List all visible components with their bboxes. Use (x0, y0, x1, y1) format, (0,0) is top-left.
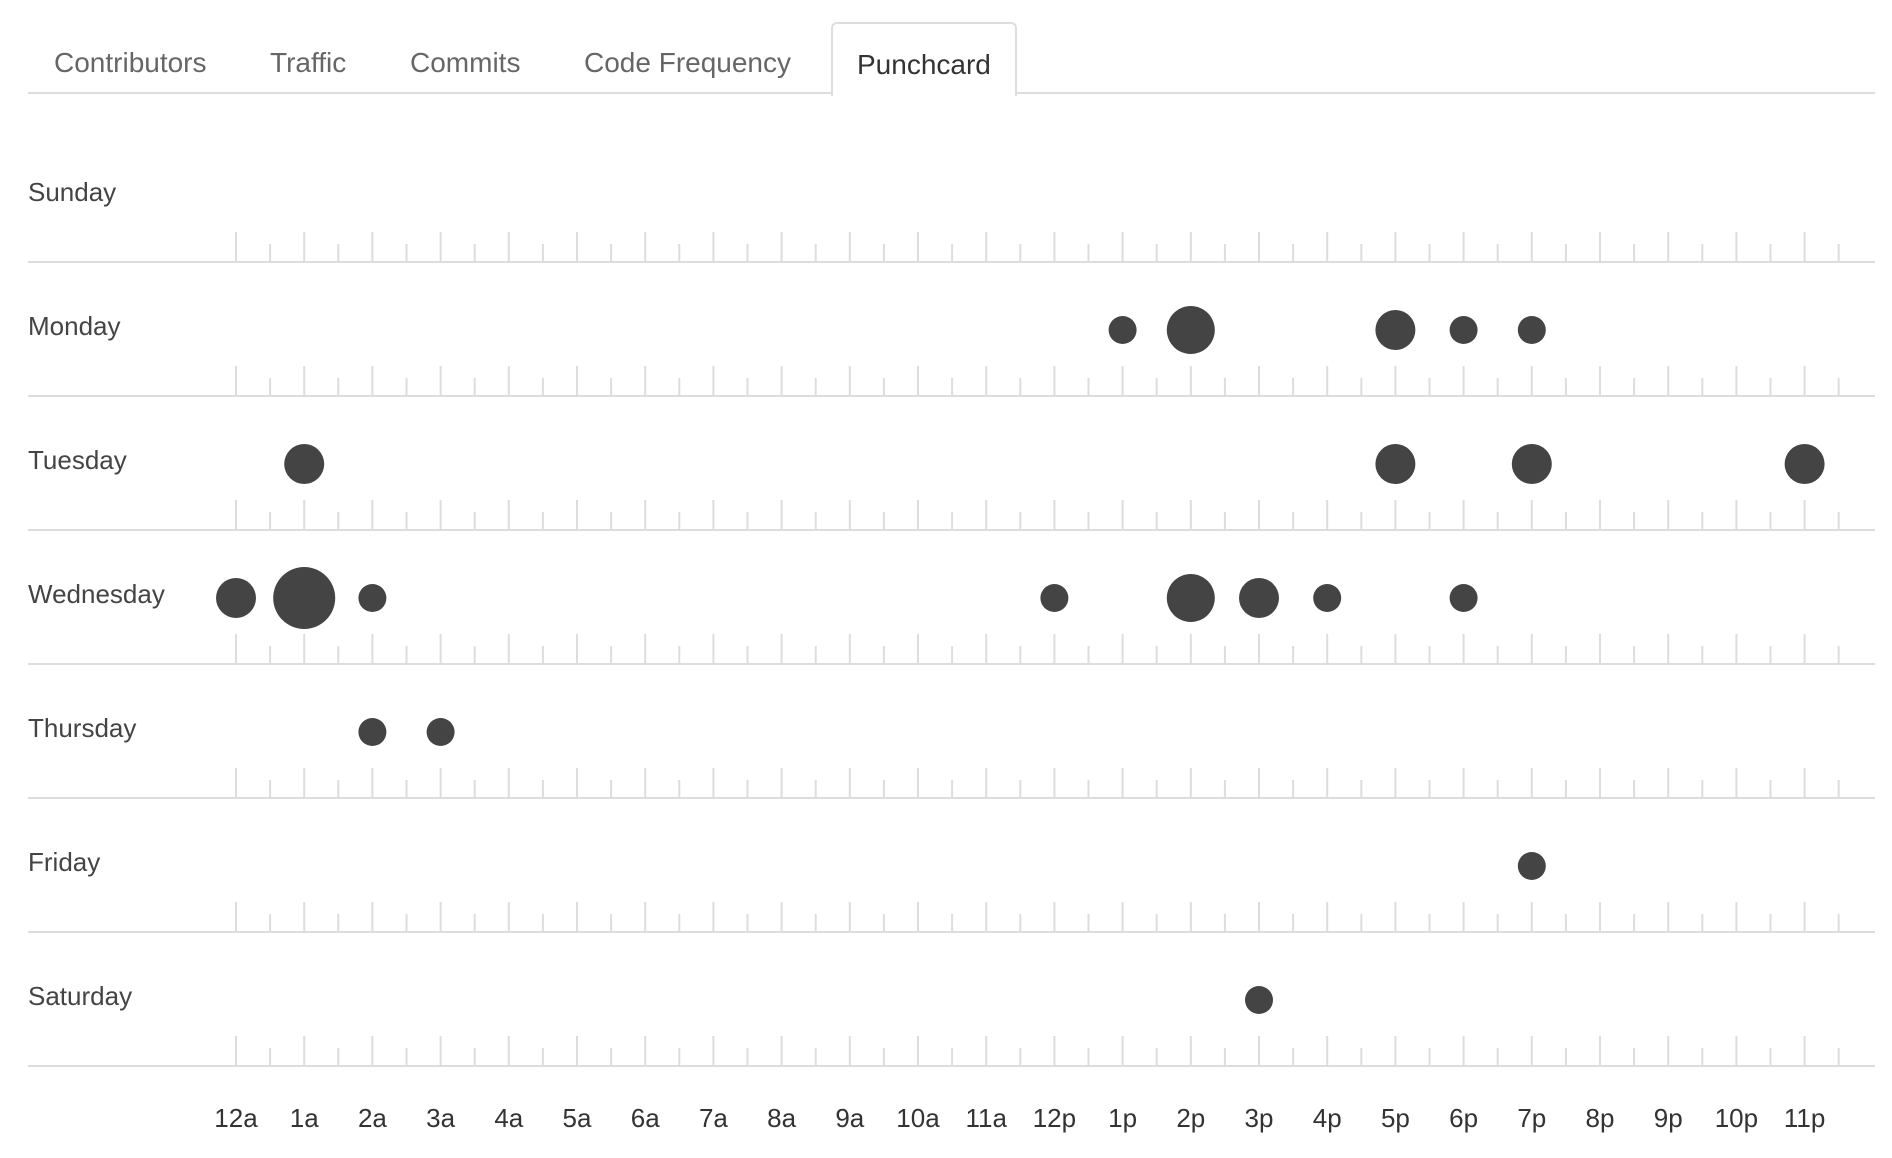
tab-bar: Contributors Traffic Commits Code Freque… (28, 22, 1875, 96)
hour-label-10p: 10p (1715, 1103, 1758, 1133)
day-label-wednesday: Wednesday (28, 579, 165, 609)
hour-label-6a: 6a (631, 1103, 660, 1133)
punch-dot-monday-2p (1166, 306, 1215, 354)
punch-dot-tuesday-1a (284, 444, 325, 484)
punch-dot-wednesday-2a (358, 584, 387, 612)
punch-dot-saturday-3p (1245, 986, 1273, 1014)
hour-label-8p: 8p (1586, 1103, 1615, 1133)
punch-dot-wednesday-12a (216, 578, 256, 618)
hour-label-4a: 4a (494, 1103, 523, 1133)
hour-label-5p: 5p (1381, 1103, 1410, 1133)
day-label-monday: Monday (28, 311, 121, 341)
hour-label-5a: 5a (563, 1103, 592, 1133)
punch-dot-monday-7p (1517, 316, 1546, 344)
hour-label-9a: 9a (835, 1103, 864, 1133)
punch-dot-wednesday-6p (1449, 584, 1478, 612)
punch-dot-tuesday-5p (1375, 444, 1416, 484)
hour-label-12p: 12p (1033, 1103, 1076, 1133)
day-label-sunday: Sunday (28, 177, 116, 207)
punch-dot-wednesday-3p (1239, 578, 1279, 618)
punch-dot-wednesday-12p (1040, 584, 1069, 612)
hour-label-2a: 2a (358, 1103, 387, 1133)
hour-label-4p: 4p (1313, 1103, 1342, 1133)
tab-commits[interactable]: Commits (410, 47, 521, 78)
hour-label-11a: 11a (965, 1103, 1007, 1133)
tab-code-frequency[interactable]: Code Frequency (584, 47, 792, 78)
hour-label-6p: 6p (1449, 1103, 1478, 1133)
tab-punchcard[interactable]: Punchcard (831, 22, 1017, 96)
punch-dot-wednesday-2p (1166, 574, 1215, 622)
tab-traffic[interactable]: Traffic (270, 47, 347, 78)
hour-label-7a: 7a (699, 1103, 728, 1133)
hour-label-1a: 1a (290, 1103, 319, 1133)
punch-dot-wednesday-1a (273, 567, 336, 629)
punch-dot-friday-7p (1517, 852, 1546, 880)
punch-dot-thursday-2a (358, 718, 387, 746)
punch-dot-tuesday-11p (1784, 444, 1825, 484)
hour-label-8a: 8a (767, 1103, 796, 1133)
punch-dot-tuesday-7p (1511, 444, 1552, 484)
hour-label-3a: 3a (426, 1103, 455, 1133)
hour-label-9p: 9p (1654, 1103, 1683, 1133)
hour-label-12a: 12a (214, 1103, 258, 1133)
hour-label-2p: 2p (1176, 1103, 1205, 1133)
punch-dot-thursday-3a (426, 718, 455, 746)
day-label-thursday: Thursday (28, 713, 136, 743)
day-label-saturday: Saturday (28, 981, 132, 1011)
hour-label-11p: 11p (1784, 1103, 1825, 1133)
punch-dot-wednesday-4p (1313, 584, 1342, 612)
hour-label-1p: 1p (1108, 1103, 1137, 1133)
hour-label-10a: 10a (896, 1103, 940, 1133)
day-label-friday: Friday (28, 847, 100, 877)
tab-contributors[interactable]: Contributors (54, 47, 207, 78)
hour-label-3p: 3p (1245, 1103, 1274, 1133)
punch-dot-monday-6p (1449, 316, 1478, 344)
punch-dot-monday-1p (1108, 316, 1137, 344)
day-label-tuesday: Tuesday (28, 445, 127, 475)
hour-label-7p: 7p (1517, 1103, 1546, 1133)
punch-dot-monday-5p (1375, 310, 1416, 350)
